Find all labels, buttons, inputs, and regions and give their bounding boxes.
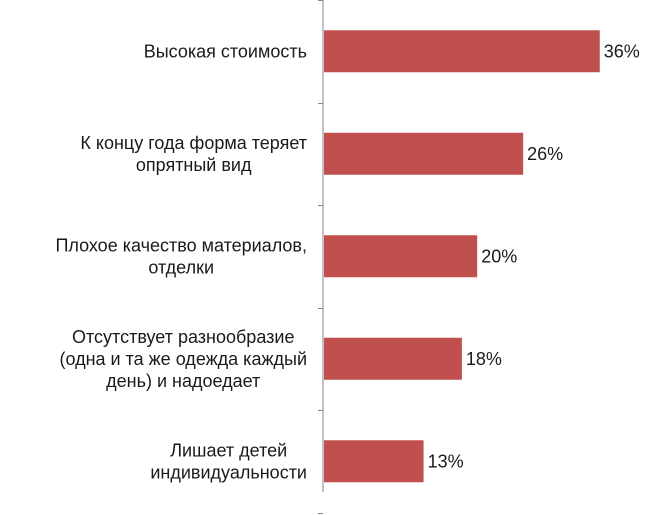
data-label: 36% (604, 41, 640, 61)
data-label: 20% (481, 246, 517, 266)
category-label-line: (одна и та же одежда каждый (59, 349, 307, 369)
data-label: 18% (466, 349, 502, 369)
category-label-line: индивидуальности (150, 462, 307, 482)
data-label: 26% (527, 144, 563, 164)
bars-group (324, 30, 600, 483)
value-labels: 36% 26% 20% 18% 13% (428, 41, 640, 471)
bar (324, 235, 478, 278)
bar (324, 440, 424, 483)
category-label: Лишает детей индивидуальности (150, 440, 307, 482)
category-label: Плохое качество материалов, отделки (55, 235, 307, 277)
category-label-line: Плохое качество материалов, (55, 235, 307, 255)
axis-ticks (318, 0, 323, 514)
category-labels: Высокая стоимость К концу года форма теря… (55, 41, 307, 482)
category-label: К концу года форма теряет опрятный вид (80, 133, 307, 175)
category-label-line: К концу года форма теряет (80, 133, 307, 153)
bar (324, 30, 600, 73)
category-label-line: опрятный вид (136, 155, 252, 175)
data-label: 13% (428, 451, 464, 471)
category-label: Отсутствует разнообразие (одна и та же од… (59, 327, 307, 391)
category-label-line: день) и надоедает (106, 371, 260, 391)
bar (324, 337, 462, 380)
category-label-line: отделки (148, 257, 214, 277)
category-label-line: Высокая стоимость (144, 41, 307, 61)
category-label-line: Отсутствует разнообразие (72, 327, 294, 347)
category-label-line: Лишает детей (170, 440, 287, 460)
bar (324, 132, 524, 175)
category-label: Высокая стоимость (144, 41, 307, 61)
